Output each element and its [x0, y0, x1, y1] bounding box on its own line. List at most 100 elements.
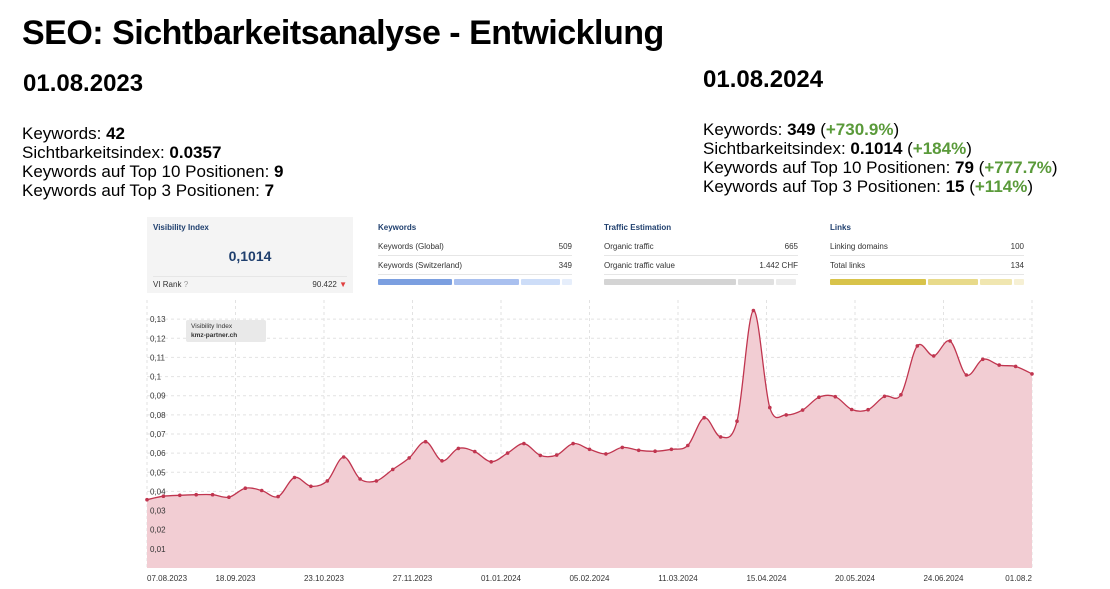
- data-point[interactable]: [358, 477, 362, 481]
- y-tick-label: 0,09: [150, 392, 166, 401]
- widget-row[interactable]: Linking domains 100: [830, 237, 1024, 256]
- keywords-bar: [378, 279, 572, 285]
- chart-legend: Visibility Index kmz-partner.ch: [186, 320, 266, 342]
- stat-top10: Keywords auf Top 10 Positionen: 9: [22, 162, 284, 181]
- data-point[interactable]: [456, 446, 461, 451]
- data-point[interactable]: [259, 488, 264, 493]
- y-tick-label: 0,08: [150, 411, 166, 420]
- bar-segment: [1014, 279, 1024, 285]
- data-point[interactable]: [571, 441, 575, 446]
- x-tick-label: 15.04.2024: [746, 574, 787, 583]
- visibility-index-value: 0,1014: [228, 248, 272, 264]
- data-point[interactable]: [735, 419, 739, 424]
- data-point[interactable]: [751, 308, 756, 313]
- change-value: +730.9%: [825, 120, 894, 139]
- data-point[interactable]: [505, 451, 510, 455]
- data-point[interactable]: [784, 413, 788, 417]
- x-tick-label: 23.10.2023: [304, 574, 345, 583]
- widget-title: Links: [830, 223, 851, 232]
- data-point[interactable]: [817, 395, 821, 400]
- series-points: [145, 308, 1034, 502]
- widget-title: Traffic Estimation: [604, 223, 672, 232]
- data-point[interactable]: [620, 445, 625, 450]
- data-point[interactable]: [292, 475, 297, 480]
- data-point[interactable]: [243, 486, 248, 491]
- vi-rank-row: VI Rank ? 90.422 ▼: [153, 276, 347, 291]
- data-point[interactable]: [554, 453, 559, 457]
- series-area: [147, 310, 1032, 568]
- data-point[interactable]: [587, 447, 592, 452]
- data-point[interactable]: [899, 393, 903, 397]
- data-point[interactable]: [489, 460, 494, 464]
- data-point[interactable]: [669, 447, 674, 452]
- change-value: +114%: [974, 177, 1028, 196]
- bar-segment: [520, 279, 561, 285]
- page-title: SEO: Sichtbarkeitsanalyse - Entwicklung: [22, 14, 664, 52]
- stat-keywords: Keywords: 42: [22, 124, 126, 143]
- data-point[interactable]: [948, 339, 952, 343]
- data-point[interactable]: [800, 408, 805, 412]
- y-tick-label: 0,1: [150, 373, 162, 382]
- widget-row[interactable]: Keywords (Switzerland) 349: [378, 256, 572, 275]
- widget-row[interactable]: Organic traffic 665: [604, 237, 798, 256]
- bar-segment: [980, 279, 1012, 285]
- data-point[interactable]: [1030, 372, 1034, 376]
- data-point[interactable]: [768, 405, 772, 410]
- data-point[interactable]: [440, 459, 444, 463]
- bar-segment: [928, 279, 978, 285]
- widget-row[interactable]: Keywords (Global) 509: [378, 237, 572, 256]
- data-point[interactable]: [702, 415, 706, 420]
- data-point[interactable]: [686, 443, 690, 448]
- help-icon[interactable]: ?: [183, 280, 189, 289]
- data-point[interactable]: [161, 494, 166, 499]
- data-point[interactable]: [964, 373, 969, 377]
- widget-title: Visibility Index: [153, 223, 209, 232]
- data-point[interactable]: [931, 354, 936, 358]
- data-point[interactable]: [473, 449, 477, 454]
- data-point[interactable]: [882, 394, 887, 399]
- data-point[interactable]: [227, 495, 231, 500]
- data-point[interactable]: [423, 439, 428, 444]
- data-point[interactable]: [194, 492, 198, 497]
- data-point[interactable]: [309, 484, 313, 489]
- widget-row[interactable]: Total links 134: [830, 256, 1024, 275]
- data-point[interactable]: [276, 494, 280, 499]
- y-tick-label: 0,06: [150, 449, 166, 458]
- data-point[interactable]: [866, 407, 870, 412]
- data-point[interactable]: [997, 363, 1001, 367]
- widget-row[interactable]: Organic traffic value 1.442 CHF: [604, 256, 798, 275]
- data-point[interactable]: [636, 448, 641, 453]
- y-tick-label: 0,13: [150, 315, 166, 324]
- change-value: +184%: [912, 139, 967, 158]
- data-point[interactable]: [604, 452, 608, 456]
- data-point[interactable]: [145, 497, 149, 502]
- data-point[interactable]: [391, 467, 395, 472]
- bar-segment: [776, 279, 796, 285]
- data-point[interactable]: [407, 456, 412, 460]
- data-point[interactable]: [833, 394, 838, 399]
- data-point[interactable]: [849, 407, 854, 412]
- y-tick-label: 0,07: [150, 430, 166, 439]
- x-tick-label: 18.09.2023: [215, 574, 256, 583]
- data-point[interactable]: [653, 449, 657, 454]
- x-tick-label: 01.08.2: [1005, 574, 1032, 583]
- data-point[interactable]: [325, 479, 330, 483]
- data-point[interactable]: [374, 479, 379, 483]
- data-point[interactable]: [981, 357, 985, 362]
- bar-segment: [830, 279, 926, 285]
- data-point[interactable]: [1013, 364, 1018, 369]
- stat-visibility: Sichtbarkeitsindex: 0.0357: [22, 143, 222, 162]
- bar-segment: [738, 279, 774, 285]
- legend-domain: kmz-partner.ch: [191, 332, 238, 339]
- vi-rank-label: VI Rank: [153, 280, 182, 289]
- data-point[interactable]: [915, 344, 920, 348]
- data-point[interactable]: [522, 441, 526, 446]
- data-point[interactable]: [538, 453, 543, 458]
- data-point[interactable]: [341, 455, 346, 459]
- data-point[interactable]: [178, 493, 182, 498]
- date-heading-left: 01.08.2023: [23, 70, 144, 97]
- y-tick-label: 0,02: [150, 526, 166, 535]
- stat-top10: Keywords auf Top 10 Positionen: 79 (+777…: [703, 158, 1058, 177]
- data-point[interactable]: [210, 492, 215, 497]
- data-point[interactable]: [718, 435, 723, 439]
